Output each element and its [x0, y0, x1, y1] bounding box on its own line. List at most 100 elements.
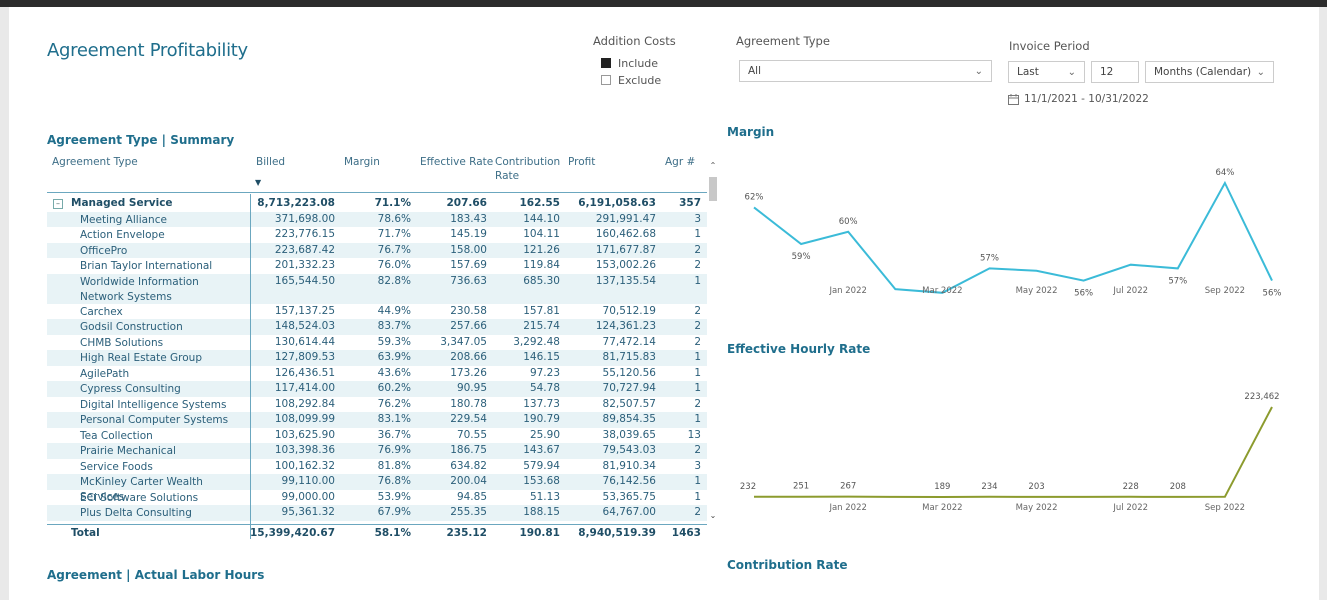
row-agreement-name: OfficePro: [80, 244, 128, 257]
column-header-agreement-type[interactable]: Agreement Type: [52, 156, 138, 168]
row-margin: 71.7%: [377, 228, 411, 240]
data-point[interactable]: [1270, 278, 1275, 283]
table-scrollbar[interactable]: ⌃ ⌄: [708, 157, 718, 529]
table-row[interactable]: Plus Delta Consulting 95,361.32 67.9% 255.3…: [47, 505, 707, 521]
row-contribution-rate: 215.74: [523, 320, 560, 332]
row-agr-count: 1: [694, 490, 701, 503]
data-point[interactable]: [846, 229, 851, 234]
effective-hourly-rate-chart[interactable]: 232 251 267 189 234 203 228 208 223,462 Jan 2022 M…: [727, 377, 1287, 517]
total-profit: 8,940,519.39: [578, 527, 656, 539]
row-contribution-rate: 144.10: [523, 212, 560, 225]
table-group-row[interactable]: – Managed Service 8,713,223.08 71.1% 207…: [47, 196, 707, 212]
series-line[interactable]: [753, 406, 1273, 499]
data-point[interactable]: [987, 494, 992, 499]
data-label: 62%: [745, 192, 764, 202]
row-effective-rate: 94.85: [456, 490, 487, 503]
table-row[interactable]: CHMB Solutions 130,614.44 59.3% 3,347.05 3,2…: [47, 335, 707, 351]
data-point[interactable]: [940, 495, 945, 500]
page-title: Agreement Profitability: [47, 40, 248, 61]
scroll-down-icon[interactable]: ⌄: [709, 511, 717, 520]
column-header-margin[interactable]: Margin: [344, 156, 380, 168]
data-point[interactable]: [1222, 181, 1227, 186]
data-point[interactable]: [752, 205, 757, 210]
row-contribution-rate: 685.30: [523, 274, 560, 287]
data-point[interactable]: [1034, 268, 1039, 273]
table-row[interactable]: Brian Taylor International 201,332.23 76.0…: [47, 258, 707, 274]
column-header-agr-count[interactable]: Agr #: [665, 156, 696, 168]
agreement-type-dropdown[interactable]: All ⌄: [739, 60, 992, 82]
table-row[interactable]: Prairie Mechanical 103,398.36 76.9% 186.75 1…: [47, 443, 707, 459]
table-row[interactable]: Personal Computer Systems 108,099.99 83.1%…: [47, 412, 707, 428]
include-checkbox[interactable]: [601, 58, 611, 68]
row-billed: 99,000.00: [281, 490, 335, 503]
column-header-billed[interactable]: Billed: [256, 156, 286, 168]
collapse-icon[interactable]: –: [53, 199, 63, 209]
data-point[interactable]: [1270, 405, 1275, 410]
include-option[interactable]: Include: [601, 55, 661, 71]
scroll-up-icon[interactable]: ⌃: [709, 161, 717, 170]
data-point[interactable]: [1081, 494, 1086, 499]
table-row[interactable]: AgilePath 126,436.51 43.6% 173.26 97.23 55,12…: [47, 366, 707, 382]
row-effective-rate: 208.66: [450, 351, 487, 363]
data-point[interactable]: [846, 494, 851, 499]
row-billed: 223,776.15: [274, 228, 335, 240]
table-row[interactable]: Action Envelope 223,776.15 71.7% 145.19 104.…: [47, 227, 707, 243]
series-line[interactable]: [753, 180, 1273, 294]
scroll-thumb[interactable]: [709, 177, 717, 201]
data-point[interactable]: [1222, 494, 1227, 499]
data-point[interactable]: [752, 494, 757, 499]
chevron-down-icon: ⌄: [974, 65, 983, 77]
row-billed: 127,809.53: [274, 351, 335, 363]
row-agreement-name: ECi Software Solutions: [80, 491, 199, 504]
column-header-effective-rate[interactable]: Effective Rate: [420, 156, 494, 168]
period-unit-dropdown[interactable]: Months (Calendar) ⌄: [1145, 61, 1274, 83]
summary-table: Agreement Type Billed Margin Effective R…: [47, 153, 707, 539]
labor-section-title: Agreement | Actual Labor Hours: [47, 568, 265, 582]
exclude-checkbox[interactable]: [601, 75, 611, 85]
table-row[interactable]: Worldwide Information Network Systems 165…: [47, 273, 707, 304]
table-row[interactable]: Godsil Construction 148,524.03 83.7% 257.66…: [47, 319, 707, 335]
data-point[interactable]: [893, 494, 898, 499]
table-row[interactable]: Service Foods 100,162.32 81.8% 634.82 579.94…: [47, 459, 707, 475]
row-effective-rate: 3,347.05: [440, 335, 487, 348]
data-point[interactable]: [1175, 494, 1180, 499]
table-row[interactable]: Carchex 157,137.25 44.9% 230.58 157.81 70,512…: [47, 304, 707, 320]
x-tick-label: Jan 2022: [828, 503, 866, 513]
row-effective-rate: 229.54: [450, 413, 487, 425]
total-billed: 15,399,420.67: [249, 527, 335, 539]
table-row[interactable]: McKinley Carter Wealth Services 99,110.00…: [47, 474, 707, 503]
data-label: 189: [934, 482, 950, 492]
data-point[interactable]: [893, 287, 898, 292]
row-agr-count: 3: [694, 212, 701, 225]
table-row[interactable]: High Real Estate Group 127,809.53 63.9% 208…: [47, 350, 707, 366]
period-mode-dropdown[interactable]: Last ⌄: [1008, 61, 1085, 83]
column-header-contribution-rate[interactable]: Contribution Rate: [495, 156, 561, 182]
data-point[interactable]: [1128, 494, 1133, 499]
table-row[interactable]: Cypress Consulting 117,414.00 60.2% 90.95 54…: [47, 381, 707, 397]
data-point[interactable]: [1128, 262, 1133, 267]
row-billed: 100,162.32: [274, 459, 335, 472]
row-margin: 76.8%: [377, 475, 411, 487]
period-count-input[interactable]: 12: [1091, 61, 1139, 83]
row-effective-rate: 230.58: [450, 304, 487, 317]
table-row[interactable]: OfficePro 223,687.42 76.7% 158.00 121.26 171,…: [47, 242, 707, 258]
data-point[interactable]: [799, 242, 804, 247]
table-row[interactable]: Meeting Alliance 371,698.00 78.6% 183.43 144…: [47, 211, 707, 227]
data-point[interactable]: [799, 494, 804, 499]
data-point[interactable]: [1034, 494, 1039, 499]
table-row[interactable]: Digital Intelligence Systems 108,292.84 76…: [47, 397, 707, 413]
table-row[interactable]: Tea Collection 103,625.90 36.7% 70.55 25.90 3…: [47, 428, 707, 444]
row-effective-rate: 255.35: [450, 506, 487, 518]
row-agreement-name: Digital Intelligence Systems: [80, 398, 227, 411]
row-agreement-name: AgilePath: [80, 367, 130, 380]
data-point[interactable]: [1081, 278, 1086, 283]
row-agr-count: 1: [694, 382, 701, 394]
data-point[interactable]: [1175, 266, 1180, 271]
data-point[interactable]: [987, 266, 992, 271]
table-row[interactable]: ECi Software Solutions 99,000.00 53.9% 94.8…: [47, 490, 707, 506]
detail-rows: Meeting Alliance 371,698.00 78.6% 183.43 144…: [47, 211, 707, 521]
sort-descending-icon[interactable]: ▼: [255, 178, 262, 187]
exclude-option[interactable]: Exclude: [601, 72, 661, 88]
column-header-profit[interactable]: Profit: [568, 156, 596, 168]
